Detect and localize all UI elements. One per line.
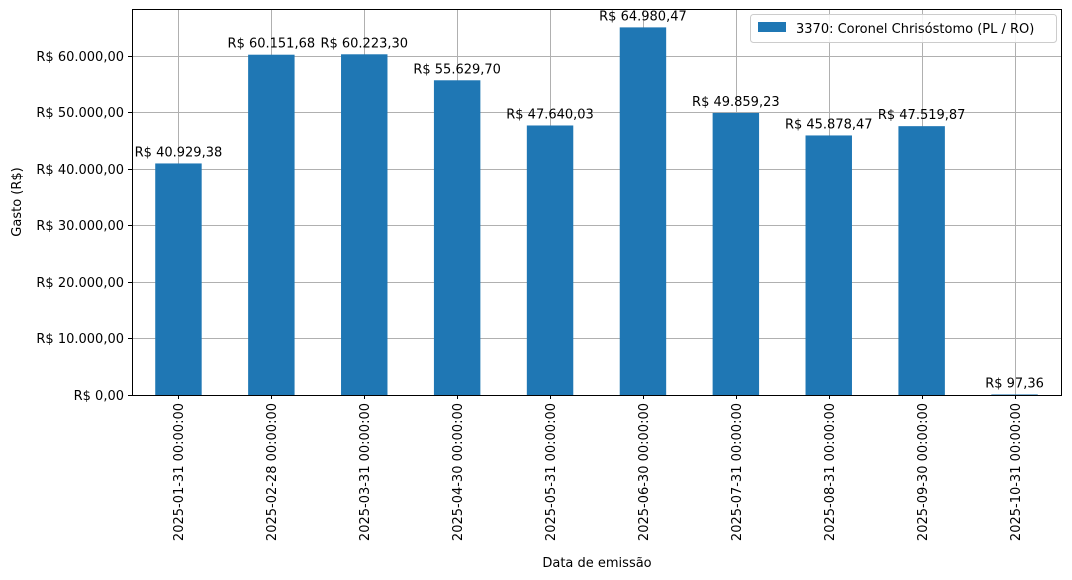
legend-swatch bbox=[758, 22, 786, 32]
bar bbox=[248, 54, 295, 396]
bar bbox=[526, 125, 574, 395]
ticks-layer bbox=[128, 56, 1016, 399]
bar bbox=[805, 135, 852, 395]
labels-layer: R$ 0,00 R$ 10.000,00 R$ 20.000,00 R$ 30.000… bbox=[36, 9, 1043, 541]
bars-layer bbox=[155, 27, 1038, 396]
data-label: R$ 64.980,47 bbox=[599, 9, 687, 24]
y-axis-label: Gasto (R$) bbox=[10, 167, 25, 236]
x-tick-label: 2025-07-31 00:00:00 bbox=[730, 403, 745, 541]
x-tick-label: 2025-08-31 00:00:00 bbox=[823, 403, 838, 541]
bar bbox=[433, 80, 481, 395]
data-label: R$ 45.878,47 bbox=[785, 117, 873, 132]
x-tick-label: 2025-03-31 00:00:00 bbox=[358, 403, 373, 541]
x-tick-label: 2025-02-28 00:00:00 bbox=[265, 403, 280, 541]
data-label: R$ 55.629,70 bbox=[413, 62, 501, 77]
legend: 3370: Coronel Chrisóstomo (PL / RO) bbox=[750, 14, 1057, 43]
bar bbox=[619, 27, 667, 396]
data-label: R$ 47.640,03 bbox=[506, 107, 594, 122]
bar bbox=[991, 394, 1038, 396]
y-tick-label: R$ 60.000,00 bbox=[36, 50, 124, 65]
bar bbox=[341, 54, 388, 396]
data-label: R$ 49.859,23 bbox=[692, 95, 780, 110]
data-label: R$ 40.929,38 bbox=[135, 145, 223, 160]
data-label: R$ 60.223,30 bbox=[320, 36, 408, 51]
x-tick-label: 2025-10-31 00:00:00 bbox=[1009, 403, 1024, 541]
y-tick-label: R$ 0,00 bbox=[74, 389, 124, 404]
x-tick-label: 2025-04-30 00:00:00 bbox=[451, 403, 466, 541]
data-label: R$ 47.519,87 bbox=[878, 108, 966, 123]
y-tick-label: R$ 30.000,00 bbox=[36, 219, 124, 234]
y-tick-label: R$ 10.000,00 bbox=[36, 332, 124, 347]
x-tick-label: 2025-05-31 00:00:00 bbox=[544, 403, 559, 541]
bar bbox=[155, 163, 202, 395]
legend-label: 3370: Coronel Chrisóstomo (PL / RO) bbox=[796, 22, 1034, 37]
bar bbox=[898, 126, 945, 396]
x-tick-label: 2025-06-30 00:00:00 bbox=[637, 403, 652, 541]
legend-box bbox=[750, 14, 1057, 43]
y-tick-label: R$ 50.000,00 bbox=[36, 106, 124, 121]
plot-frame bbox=[132, 9, 1062, 396]
data-label: R$ 60.151,68 bbox=[228, 37, 316, 52]
y-tick-label: R$ 20.000,00 bbox=[36, 276, 124, 291]
x-tick-label: 2025-01-31 00:00:00 bbox=[172, 403, 187, 541]
data-label: R$ 97,36 bbox=[985, 376, 1044, 391]
x-tick-label: 2025-09-30 00:00:00 bbox=[916, 403, 931, 541]
y-tick-label: R$ 40.000,00 bbox=[36, 163, 124, 178]
bar bbox=[712, 112, 760, 396]
x-axis-label: Data de emissão bbox=[542, 556, 651, 571]
